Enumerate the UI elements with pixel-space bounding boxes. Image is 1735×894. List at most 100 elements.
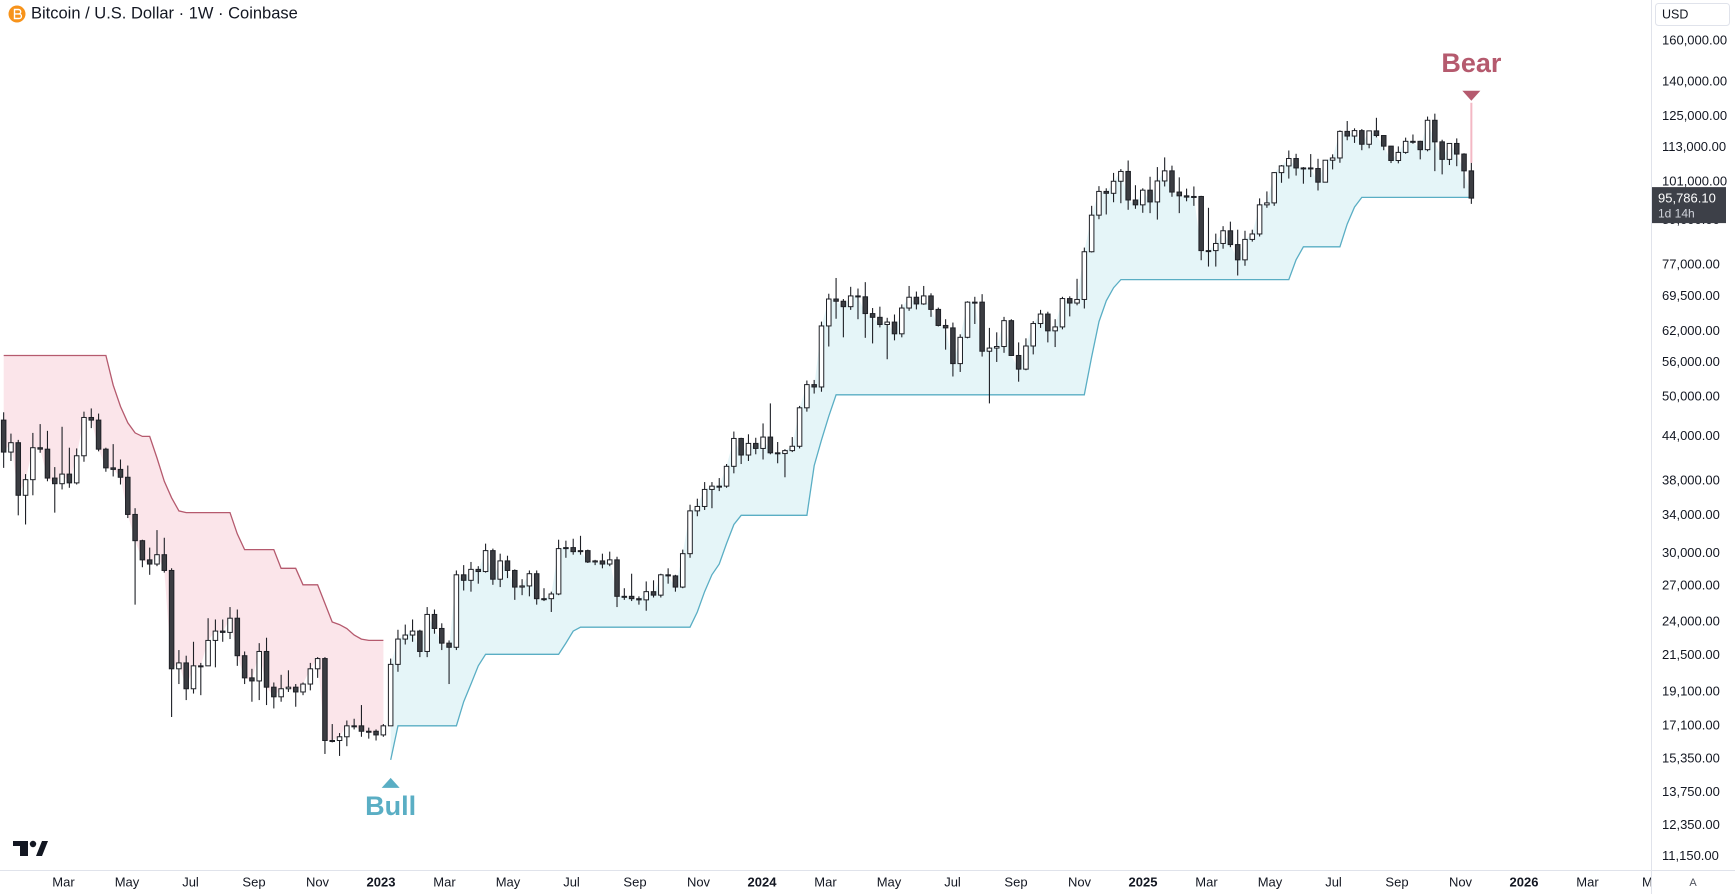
logo-part xyxy=(20,841,28,856)
candle-body xyxy=(110,467,116,470)
candle-body xyxy=(672,575,679,588)
x-tick-label: Sep xyxy=(1385,874,1408,889)
candle-body xyxy=(125,476,131,515)
candle-body xyxy=(599,560,606,565)
auto-scale-button[interactable]: A xyxy=(1689,877,1697,889)
candle-body xyxy=(198,665,204,668)
candle-body xyxy=(52,477,58,485)
candle-body xyxy=(256,650,262,682)
y-tick-label: 50,000.00 xyxy=(1662,389,1720,404)
x-tick-label: May xyxy=(877,874,902,889)
candle-body xyxy=(307,668,314,685)
candle-body xyxy=(314,658,321,670)
candle-body xyxy=(957,336,963,365)
bitcoin-glyph xyxy=(13,8,23,20)
candle-body xyxy=(139,540,146,561)
y-tick-label: 34,000.00 xyxy=(1662,507,1720,522)
candle-body xyxy=(1088,214,1095,253)
candle-body xyxy=(899,307,905,335)
candle-body xyxy=(1329,157,1336,161)
candle-body xyxy=(1037,313,1044,325)
candle-body xyxy=(205,639,211,667)
candle-body xyxy=(1344,130,1350,137)
candle-body xyxy=(1045,313,1051,332)
currency-selector[interactable]: USD xyxy=(1655,3,1730,26)
candle-body xyxy=(804,384,810,409)
candle-body xyxy=(833,298,839,302)
x-tick-label: Ma xyxy=(1642,874,1661,889)
candle-body xyxy=(446,642,452,648)
candle-body xyxy=(1096,190,1102,216)
candle-body xyxy=(417,630,423,652)
candle-body xyxy=(1023,345,1029,370)
candle-body xyxy=(453,574,460,648)
candle-body xyxy=(877,316,883,325)
x-axis: Mar May Jul Sep Nov 2023 Mar May Jul Sep Nov 2024 Ma… xyxy=(52,874,1661,889)
y-tick-label: 38,000.00 xyxy=(1662,473,1720,488)
candle-body xyxy=(1322,159,1329,183)
candle-body xyxy=(796,407,803,447)
candle-body xyxy=(789,445,796,452)
candle-body xyxy=(460,574,467,581)
candle-body xyxy=(563,547,569,550)
candle-body xyxy=(1001,320,1007,348)
candle-body xyxy=(73,455,80,484)
candle-body xyxy=(117,468,124,478)
candle-body xyxy=(716,485,723,488)
candle-body xyxy=(1359,130,1365,145)
symbol-title: Bitcoin / U.S. Dollar · 1W · Coinbase xyxy=(31,4,298,22)
candle-body xyxy=(1264,202,1270,206)
candle-body xyxy=(694,505,701,512)
candle-body xyxy=(1227,230,1234,246)
candle-body xyxy=(59,473,65,485)
trend-fill xyxy=(390,120,1472,760)
candle-body xyxy=(1059,298,1066,328)
candle-body xyxy=(278,688,284,698)
candle-body xyxy=(1388,145,1394,161)
x-tick-label: 2025 xyxy=(1129,874,1158,889)
candle-body xyxy=(1461,153,1467,172)
candle-body xyxy=(1198,195,1204,252)
candle-body xyxy=(1373,130,1380,137)
candle-body xyxy=(679,553,686,588)
candle-body xyxy=(1432,119,1438,143)
bear-marker xyxy=(1462,90,1481,101)
candle-body xyxy=(1110,180,1117,194)
x-tick-label: Mar xyxy=(1195,874,1218,889)
x-tick-label: Jul xyxy=(563,874,580,889)
candle-body xyxy=(723,465,730,487)
candle-body xyxy=(920,295,927,305)
candle-body xyxy=(972,301,978,304)
x-tick-label: Jul xyxy=(1325,874,1342,889)
candle-body xyxy=(774,452,781,455)
y-tick-label: 101,000.00 xyxy=(1662,173,1727,188)
candle-body xyxy=(1337,130,1343,159)
symbol-header[interactable]: Bitcoin / U.S. Dollar · 1W · Coinbase xyxy=(8,4,298,23)
x-tick-label: Mar xyxy=(1576,874,1599,889)
candle-body xyxy=(380,725,387,736)
candle-body xyxy=(1249,233,1256,240)
tradingview-logo[interactable] xyxy=(13,840,48,856)
candle-body xyxy=(1307,167,1314,170)
x-tick-label: Mar xyxy=(433,874,456,889)
x-tick-label: Sep xyxy=(1004,874,1027,889)
candle-body xyxy=(285,686,292,690)
candle-body xyxy=(847,295,854,308)
candle-body xyxy=(95,419,102,450)
candle-body xyxy=(1213,242,1219,252)
x-tick-label: May xyxy=(1258,874,1283,889)
x-tick-label: 2026 xyxy=(1510,874,1539,889)
candle-body xyxy=(512,569,518,588)
candle-body xyxy=(1191,195,1197,198)
last-price-label: 95,786.10 xyxy=(1658,191,1716,206)
candle-body xyxy=(855,295,861,298)
y-tick-label: 160,000.00 xyxy=(1662,32,1727,47)
candle-body xyxy=(212,630,219,641)
bull-marker xyxy=(381,777,400,788)
candle-body xyxy=(1410,140,1416,143)
candle-body xyxy=(409,630,416,636)
candle-body xyxy=(1300,167,1307,170)
x-tick-label: Nov xyxy=(1068,874,1092,889)
candle-body xyxy=(161,554,168,571)
